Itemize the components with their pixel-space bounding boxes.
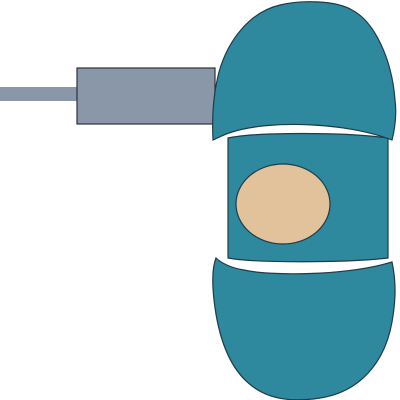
cable-wire — [0, 87, 82, 101]
device-bottom-cap — [212, 256, 396, 400]
face-oval — [235, 163, 331, 245]
connector-plug — [76, 67, 216, 125]
device-top-cap — [212, 1, 397, 141]
